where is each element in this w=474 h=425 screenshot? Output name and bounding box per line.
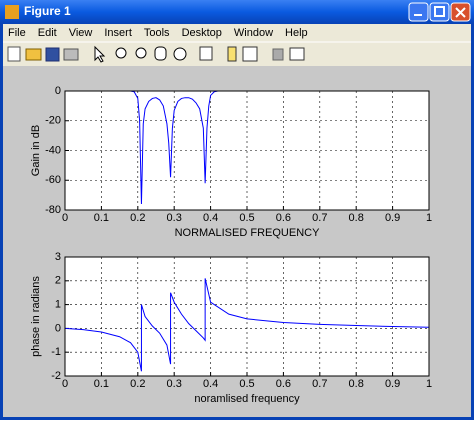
y-tick-label: 3 bbox=[55, 251, 61, 263]
open-icon[interactable] bbox=[25, 48, 42, 61]
axes: 0 0.1 0.2 0.3 0.4 0.5 0.6 0.7 0.8 0.9 1 -2 -1 0 1 2 3 nor… bbox=[30, 251, 432, 405]
legend-icon[interactable] bbox=[242, 46, 258, 62]
window-controls bbox=[408, 2, 471, 22]
data-line bbox=[64, 278, 430, 372]
y-tick-label: -60 bbox=[45, 174, 61, 186]
pan-icon[interactable] bbox=[154, 46, 167, 61]
x-tick-label: 0.6 bbox=[276, 378, 291, 390]
axes: 0 0.1 0.2 0.3 0.4 0.5 0.6 0.7 0.8 0.9 1 -80 -60 -40 -2… bbox=[30, 85, 432, 239]
x-tick-label: 0.7 bbox=[312, 212, 327, 224]
x-tick-label: 0.1 bbox=[94, 378, 109, 390]
close-icon bbox=[455, 7, 466, 18]
app-icon bbox=[5, 5, 19, 19]
y-axis-label: Gain in dB bbox=[30, 125, 42, 176]
colorbar-icon[interactable] bbox=[227, 46, 237, 62]
plots: 0 0.1 0.2 0.3 0.4 0.5 0.6 0.7 0.8 0.9 1 -80 -60 -40 -2… bbox=[30, 85, 432, 405]
x-tick-label: 0.4 bbox=[203, 212, 218, 224]
datacursor-icon[interactable] bbox=[199, 46, 213, 61]
x-tick-label: 0.4 bbox=[203, 378, 218, 390]
y-tick-label: 1 bbox=[55, 299, 61, 311]
menu-item[interactable]: Desktop bbox=[182, 27, 222, 39]
y-tick-label: 2 bbox=[55, 275, 61, 287]
zoom-in-icon[interactable] bbox=[115, 47, 127, 59]
menu-item[interactable]: Window bbox=[234, 27, 273, 39]
new-icon[interactable] bbox=[7, 46, 21, 62]
y-axis-label: phase in radians bbox=[30, 276, 42, 357]
x-tick-label: 0.9 bbox=[385, 212, 400, 224]
y-tick-label: -1 bbox=[51, 346, 61, 358]
y-tick-label: -20 bbox=[45, 115, 61, 127]
x-tick-label: 0.7 bbox=[312, 378, 327, 390]
menu-item[interactable]: Help bbox=[285, 27, 308, 39]
zoom-out-icon[interactable] bbox=[135, 47, 147, 59]
x-tick-label: 0 bbox=[62, 378, 68, 390]
x-axis-label: NORMALISED FREQUENCY bbox=[175, 227, 321, 239]
x-tick-label: 0.8 bbox=[349, 212, 364, 224]
pointer-icon[interactable] bbox=[94, 45, 106, 63]
window-title: Figure 1 bbox=[24, 4, 71, 18]
x-tick-label: 0.2 bbox=[130, 212, 145, 224]
hide-tools-icon[interactable] bbox=[272, 48, 284, 61]
x-tick-label: 1 bbox=[426, 378, 432, 390]
menu-item[interactable]: Insert bbox=[104, 27, 132, 39]
x-tick-label: 0.8 bbox=[349, 378, 364, 390]
plot-area bbox=[65, 257, 429, 376]
y-tick-label: -40 bbox=[45, 144, 61, 156]
data-line bbox=[65, 90, 429, 205]
x-axis-label: noramlised frequency bbox=[194, 393, 300, 405]
x-tick-label: 0.9 bbox=[385, 378, 400, 390]
y-tick-label: 0 bbox=[55, 322, 61, 334]
maximize-button[interactable] bbox=[429, 2, 450, 22]
menu-item[interactable]: Tools bbox=[144, 27, 170, 39]
x-tick-label: 0.2 bbox=[130, 378, 145, 390]
minimize-button[interactable] bbox=[408, 2, 429, 22]
x-tick-label: 0 bbox=[62, 212, 68, 224]
y-tick-label: -80 bbox=[45, 204, 61, 216]
menu-bar: File Edit View Insert Tools Desktop Window Help bbox=[8, 27, 308, 39]
print-icon[interactable] bbox=[63, 48, 79, 61]
show-tools-icon[interactable] bbox=[289, 47, 305, 61]
maximize-icon bbox=[434, 6, 445, 17]
menu-item[interactable]: File bbox=[8, 27, 26, 39]
minimize-icon bbox=[414, 14, 422, 16]
toolbar bbox=[7, 45, 305, 63]
rotate-icon[interactable] bbox=[173, 47, 187, 61]
title-bar bbox=[0, 0, 474, 24]
x-tick-label: 0.5 bbox=[239, 378, 254, 390]
x-tick-label: 0.3 bbox=[167, 212, 182, 224]
x-tick-label: 1 bbox=[426, 212, 432, 224]
y-tick-label: 0 bbox=[55, 85, 61, 97]
x-tick-label: 0.5 bbox=[239, 212, 254, 224]
x-tick-label: 0.3 bbox=[167, 378, 182, 390]
axes-box bbox=[64, 90, 430, 211]
menu-item[interactable]: Edit bbox=[38, 27, 57, 39]
save-icon[interactable] bbox=[45, 47, 60, 62]
axes-box bbox=[64, 256, 430, 377]
y-tick-label: -2 bbox=[51, 370, 61, 382]
x-tick-label: 0.1 bbox=[94, 212, 109, 224]
menu-item[interactable]: View bbox=[69, 27, 93, 39]
x-tick-label: 0.6 bbox=[276, 212, 291, 224]
